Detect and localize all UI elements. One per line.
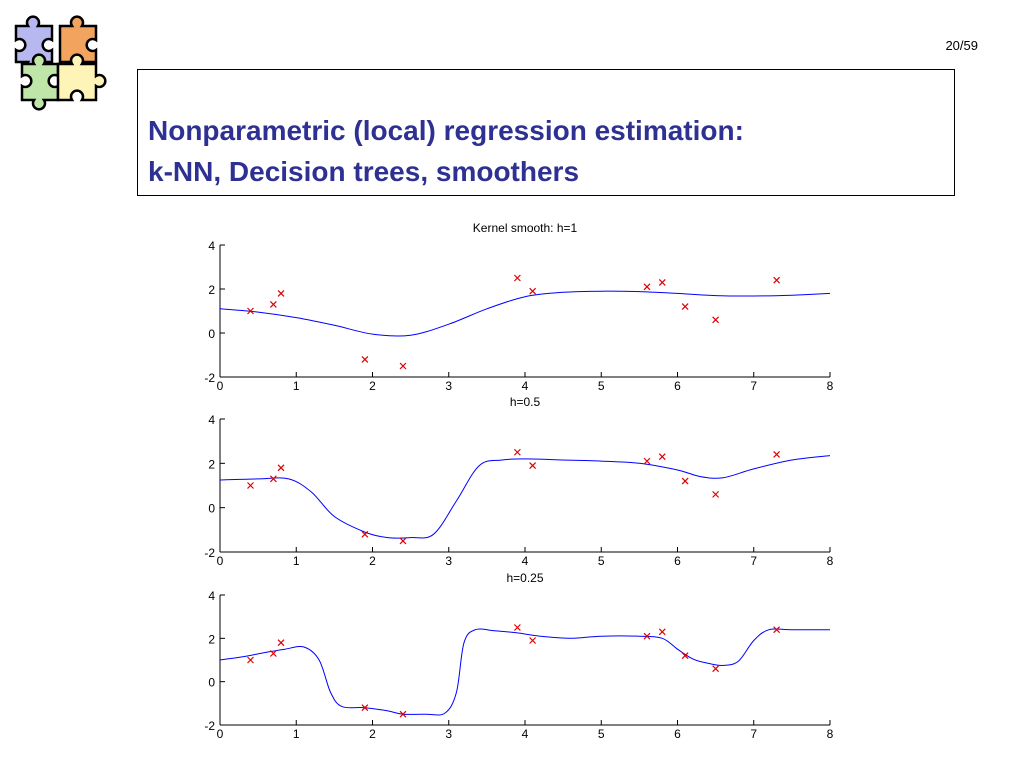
data-point — [681, 303, 689, 311]
data-point — [513, 624, 521, 631]
x-tick-label: 7 — [750, 379, 757, 393]
data-point — [399, 362, 407, 370]
data-point — [712, 490, 720, 498]
data-point — [643, 632, 651, 640]
data-point — [399, 710, 407, 718]
data-point — [361, 704, 369, 712]
data-point — [247, 482, 254, 489]
title-box: Nonparametric (local) regression estimat… — [137, 69, 955, 196]
x-tick-label: 4 — [522, 727, 529, 741]
x-tick-label: 3 — [445, 727, 452, 741]
x-tick-label: 2 — [369, 727, 376, 741]
x-tick-label: 0 — [217, 727, 224, 741]
x-tick-label: 5 — [598, 554, 605, 568]
x-tick-label: 6 — [674, 554, 681, 568]
x-tick-label: 5 — [598, 727, 605, 741]
data-point — [658, 453, 666, 461]
x-tick-label: 6 — [674, 379, 681, 393]
x-tick-label: 3 — [445, 379, 452, 393]
smoothed-line — [219, 290, 831, 337]
data-point — [269, 650, 277, 657]
x-tick-label: 6 — [674, 727, 681, 741]
data-point — [513, 274, 521, 282]
data-point — [712, 316, 720, 324]
x-tick-label: 7 — [750, 554, 757, 568]
data-point — [658, 628, 666, 636]
data-point — [277, 464, 285, 472]
x-tick-label: 0 — [217, 554, 224, 568]
smoothed-line — [219, 628, 830, 716]
y-tick-label: 0 — [208, 502, 215, 516]
puzzle-logo-icon — [14, 15, 107, 111]
data-point — [277, 289, 285, 297]
course-logo — [8, 8, 116, 116]
slide-title-line-2: k-NN, Decision trees, smoothers — [148, 156, 580, 187]
x-tick-label: 1 — [293, 554, 300, 568]
page-number: 20/59 — [945, 38, 978, 53]
x-tick-label: 1 — [293, 379, 300, 393]
data-point — [529, 462, 537, 469]
chart-title: Kernel smooth: h=1 — [473, 221, 578, 235]
x-tick-label: 4 — [522, 379, 529, 393]
x-tick-label: 8 — [827, 727, 834, 741]
data-point — [399, 537, 407, 545]
chart-title: h=0.25 — [506, 571, 543, 585]
data-point — [681, 652, 689, 660]
data-point — [247, 656, 254, 664]
data-point — [712, 665, 720, 673]
x-tick-label: 2 — [369, 554, 376, 568]
data-point — [247, 307, 254, 315]
y-tick-label: 2 — [208, 457, 215, 471]
y-tick-label: 2 — [208, 283, 215, 297]
data-point — [529, 637, 537, 644]
data-point — [658, 278, 666, 286]
data-point — [269, 300, 277, 308]
x-tick-label: 8 — [827, 379, 834, 393]
data-point — [643, 457, 651, 465]
y-tick-label: -2 — [204, 546, 215, 560]
x-tick-label: 1 — [293, 727, 300, 741]
data-point — [773, 276, 781, 284]
x-tick-label: 5 — [598, 379, 605, 393]
y-tick-label: 2 — [208, 632, 215, 646]
y-tick-label: 0 — [208, 327, 215, 341]
x-tick-label: 4 — [522, 554, 529, 568]
data-point — [773, 451, 781, 458]
data-point — [643, 283, 651, 291]
charts-panel: Kernel smooth: h=1 0 1 2 3 4 5 6 7 8 -2 0 2 4 h=0.5 0 1 2… — [190, 215, 850, 760]
slide-title-line-1: Nonparametric (local) regression estimat… — [148, 115, 744, 146]
y-tick-label: 0 — [208, 676, 215, 690]
data-point — [681, 477, 689, 485]
smoothed-line — [219, 455, 831, 539]
x-tick-label: 8 — [827, 554, 834, 568]
y-tick-label: 4 — [208, 239, 215, 253]
x-tick-label: 3 — [445, 554, 452, 568]
data-point — [529, 287, 537, 295]
data-point — [361, 530, 369, 538]
data-point — [269, 475, 277, 483]
data-point — [513, 448, 521, 456]
x-tick-label: 7 — [750, 727, 757, 741]
chart-title: h=0.5 — [510, 395, 541, 409]
data-point — [773, 626, 781, 634]
x-tick-label: 0 — [217, 379, 224, 393]
data-point — [361, 355, 369, 363]
x-tick-label: 2 — [369, 379, 376, 393]
y-tick-label: -2 — [204, 371, 215, 385]
y-tick-label: -2 — [204, 719, 215, 733]
data-point — [277, 639, 285, 647]
y-tick-label: 4 — [208, 413, 215, 427]
y-tick-label: 4 — [208, 589, 215, 603]
